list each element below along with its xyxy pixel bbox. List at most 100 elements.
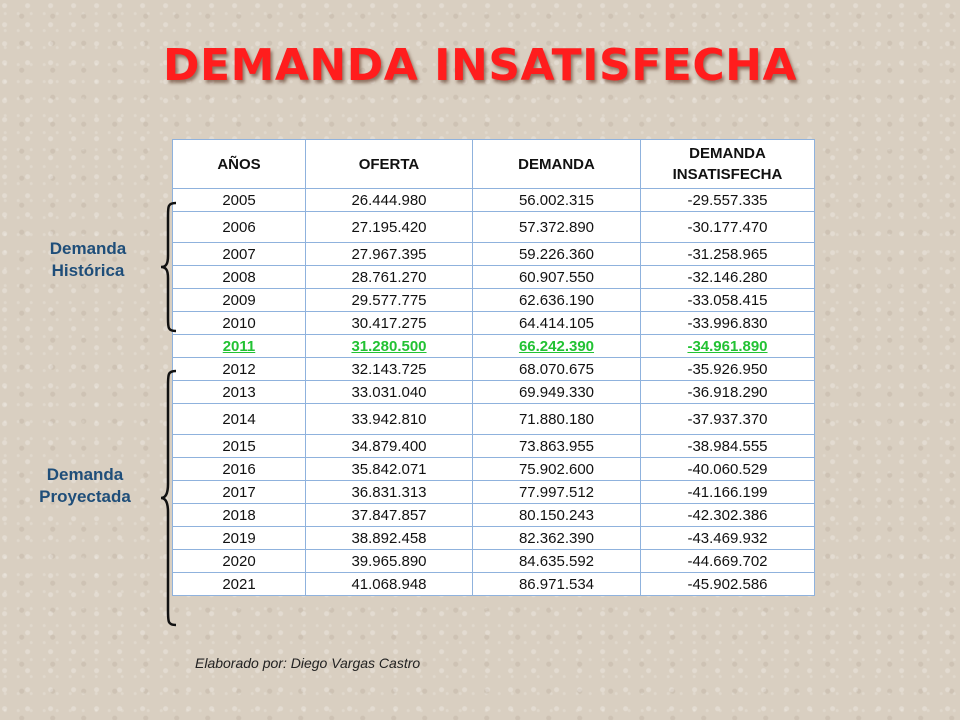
cell-year: 2010	[172, 311, 306, 335]
cell-year: 2011	[172, 334, 306, 358]
cell-year: 2017	[172, 480, 306, 504]
cell-year: 2020	[172, 549, 306, 573]
cell-demand: 68.070.675	[472, 357, 641, 381]
cell-supply: 29.577.775	[305, 288, 473, 312]
historic-demand-label: Demanda Histórica	[28, 238, 148, 282]
header-years: AÑOS	[172, 139, 306, 189]
cell-supply: 36.831.313	[305, 480, 473, 504]
cell-unmet-demand: -41.166.199	[640, 480, 815, 504]
cell-demand: 59.226.360	[472, 242, 641, 266]
table-row: 2008 28.761.270 60.907.550 -32.146.280	[172, 265, 815, 289]
cell-unmet-demand: -33.058.415	[640, 288, 815, 312]
cell-year: 2019	[172, 526, 306, 550]
table-row: 2016 35.842.071 75.902.600 -40.060.529	[172, 457, 815, 481]
table-row: 2013 33.031.040 69.949.330 -36.918.290	[172, 380, 815, 404]
cell-demand: 77.997.512	[472, 480, 641, 504]
cell-supply: 37.847.857	[305, 503, 473, 527]
table-row: 2019 38.892.458 82.362.390 -43.469.932	[172, 526, 815, 550]
cell-demand: 71.880.180	[472, 403, 641, 435]
cell-supply: 31.280.500	[305, 334, 473, 358]
page-title: DEMANDA INSATISFECHA	[162, 40, 797, 91]
cell-unmet-demand: -37.937.370	[640, 403, 815, 435]
table-body: 2005 26.444.980 56.002.315 -29.557.335 2006 2…	[172, 188, 815, 596]
cell-supply: 34.879.400	[305, 434, 473, 458]
cell-demand: 64.414.105	[472, 311, 641, 335]
cell-unmet-demand: -45.902.586	[640, 572, 815, 596]
cell-demand: 84.635.592	[472, 549, 641, 573]
table-row: 2015 34.879.400 73.863.955 -38.984.555	[172, 434, 815, 458]
cell-supply: 32.143.725	[305, 357, 473, 381]
cell-unmet-demand: -43.469.932	[640, 526, 815, 550]
cell-demand: 75.902.600	[472, 457, 641, 481]
cell-year: 2005	[172, 188, 306, 212]
projected-label-line1: Demanda	[46, 465, 124, 484]
table-header-row: AÑOS OFERTA DEMANDA DEMANDA INSATISFECHA	[172, 139, 815, 189]
cell-unmet-demand: -31.258.965	[640, 242, 815, 266]
cell-supply: 38.892.458	[305, 526, 473, 550]
table-row: 2006 27.195.420 57.372.890 -30.177.470	[172, 211, 815, 243]
cell-year: 2021	[172, 572, 306, 596]
cell-unmet-demand: -40.060.529	[640, 457, 815, 481]
cell-unmet-demand: -34.961.890	[640, 334, 815, 358]
cell-year: 2007	[172, 242, 306, 266]
table-row: 2012 32.143.725 68.070.675 -35.926.950	[172, 357, 815, 381]
cell-demand: 56.002.315	[472, 188, 641, 212]
cell-supply: 30.417.275	[305, 311, 473, 335]
table-row: 2011 31.280.500 66.242.390 -34.961.890	[172, 334, 815, 358]
cell-supply: 41.068.948	[305, 572, 473, 596]
cell-demand: 57.372.890	[472, 211, 641, 243]
projected-bracket	[160, 369, 177, 627]
cell-year: 2016	[172, 457, 306, 481]
cell-year: 2013	[172, 380, 306, 404]
cell-unmet-demand: -35.926.950	[640, 357, 815, 381]
table-row: 2005 26.444.980 56.002.315 -29.557.335	[172, 188, 815, 212]
table-row: 2020 39.965.890 84.635.592 -44.669.702	[172, 549, 815, 573]
cell-unmet-demand: -38.984.555	[640, 434, 815, 458]
cell-unmet-demand: -42.302.386	[640, 503, 815, 527]
cell-year: 2014	[172, 403, 306, 435]
cell-supply: 39.965.890	[305, 549, 473, 573]
table-row: 2018 37.847.857 80.150.243 -42.302.386	[172, 503, 815, 527]
cell-demand: 66.242.390	[472, 334, 641, 358]
cell-supply: 27.195.420	[305, 211, 473, 243]
cell-year: 2015	[172, 434, 306, 458]
author-credit: Elaborado por: Diego Vargas Castro	[195, 655, 421, 671]
cell-unmet-demand: -29.557.335	[640, 188, 815, 212]
cell-year: 2009	[172, 288, 306, 312]
historic-label-line2: Histórica	[51, 261, 125, 280]
projected-label-line2: Proyectada	[39, 487, 131, 506]
cell-supply: 33.031.040	[305, 380, 473, 404]
cell-demand: 80.150.243	[472, 503, 641, 527]
cell-demand: 73.863.955	[472, 434, 641, 458]
cell-demand: 86.971.534	[472, 572, 641, 596]
table-row: 2009 29.577.775 62.636.190 -33.058.415	[172, 288, 815, 312]
cell-year: 2018	[172, 503, 306, 527]
cell-unmet-demand: -32.146.280	[640, 265, 815, 289]
cell-demand: 60.907.550	[472, 265, 641, 289]
cell-unmet-demand: -44.669.702	[640, 549, 815, 573]
cell-unmet-demand: -30.177.470	[640, 211, 815, 243]
cell-supply: 35.842.071	[305, 457, 473, 481]
projected-demand-label: Demanda Proyectada	[20, 464, 150, 508]
cell-supply: 27.967.395	[305, 242, 473, 266]
cell-unmet-demand: -36.918.290	[640, 380, 815, 404]
table-row: 2021 41.068.948 86.971.534 -45.902.586	[172, 572, 815, 596]
cell-year: 2008	[172, 265, 306, 289]
cell-supply: 28.761.270	[305, 265, 473, 289]
cell-year: 2006	[172, 211, 306, 243]
header-unmet-demand: DEMANDA INSATISFECHA	[640, 139, 815, 189]
historic-label-line1: Demanda	[49, 239, 127, 258]
historic-bracket	[160, 201, 177, 333]
table-row: 2010 30.417.275 64.414.105 -33.996.830	[172, 311, 815, 335]
header-demand: DEMANDA	[472, 139, 641, 189]
cell-supply: 33.942.810	[305, 403, 473, 435]
table-row: 2014 33.942.810 71.880.180 -37.937.370	[172, 403, 815, 435]
header-supply: OFERTA	[305, 139, 473, 189]
demand-table: AÑOS OFERTA DEMANDA DEMANDA INSATISFECHA…	[172, 139, 815, 596]
cell-demand: 69.949.330	[472, 380, 641, 404]
cell-supply: 26.444.980	[305, 188, 473, 212]
cell-demand: 62.636.190	[472, 288, 641, 312]
table-row: 2007 27.967.395 59.226.360 -31.258.965	[172, 242, 815, 266]
cell-demand: 82.362.390	[472, 526, 641, 550]
table-row: 2017 36.831.313 77.997.512 -41.166.199	[172, 480, 815, 504]
